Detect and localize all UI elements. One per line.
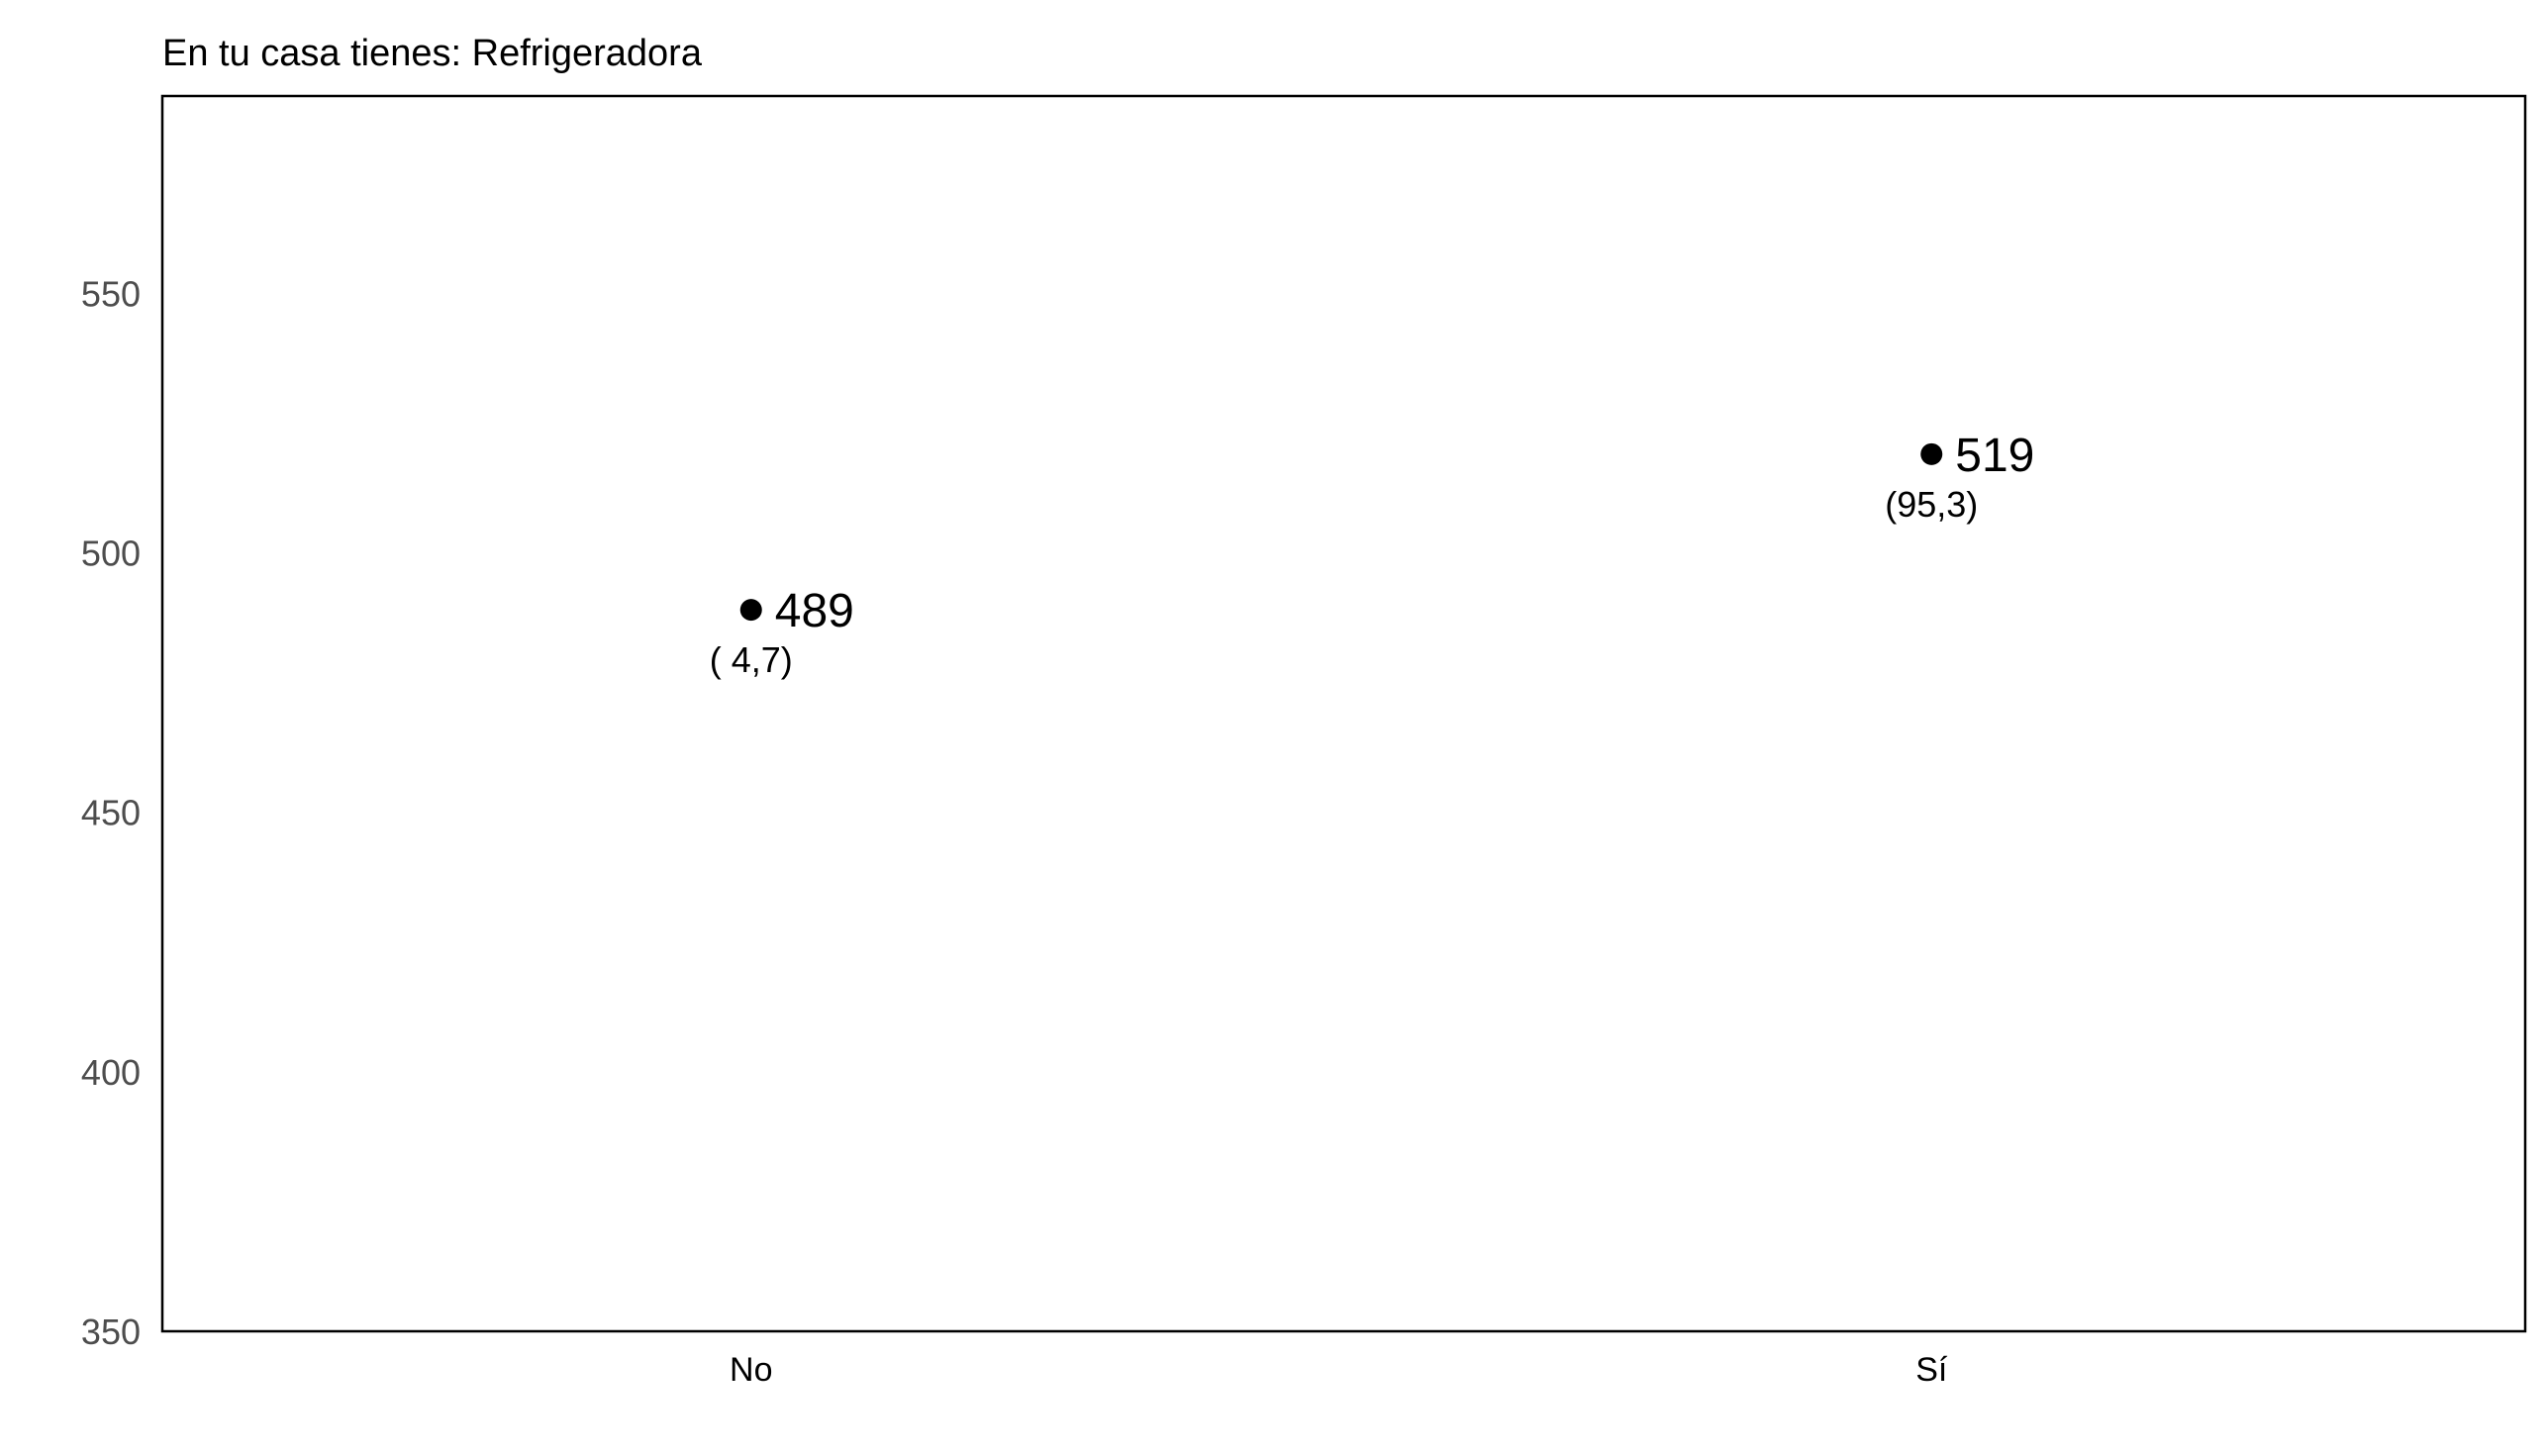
y-tick-label: 350 [81, 1311, 141, 1352]
y-tick-label: 500 [81, 533, 141, 573]
chart-title: En tu casa tienes: Refrigeradora [162, 33, 703, 74]
y-axis-ticks: 350 400 450 500 550 [81, 273, 141, 1352]
x-tick-label: No [730, 1351, 772, 1389]
percentage-label: (95,3) [1885, 484, 1978, 525]
percentage-label: ( 4,7) [710, 639, 793, 680]
x-tick-label: Sí [1915, 1351, 1948, 1389]
y-tick-label: 450 [81, 793, 141, 833]
x-axis-ticks: No Sí [730, 1351, 1948, 1389]
y-tick-label: 400 [81, 1052, 141, 1093]
plot-frame [160, 94, 2527, 1333]
data-point [739, 599, 762, 622]
data-points: 489( 4,7) 519(95,3) [710, 430, 2035, 680]
y-tick-label: 550 [81, 273, 141, 314]
data-point [1920, 442, 1943, 465]
value-label: 489 [775, 585, 854, 637]
value-label: 519 [1955, 430, 2034, 482]
